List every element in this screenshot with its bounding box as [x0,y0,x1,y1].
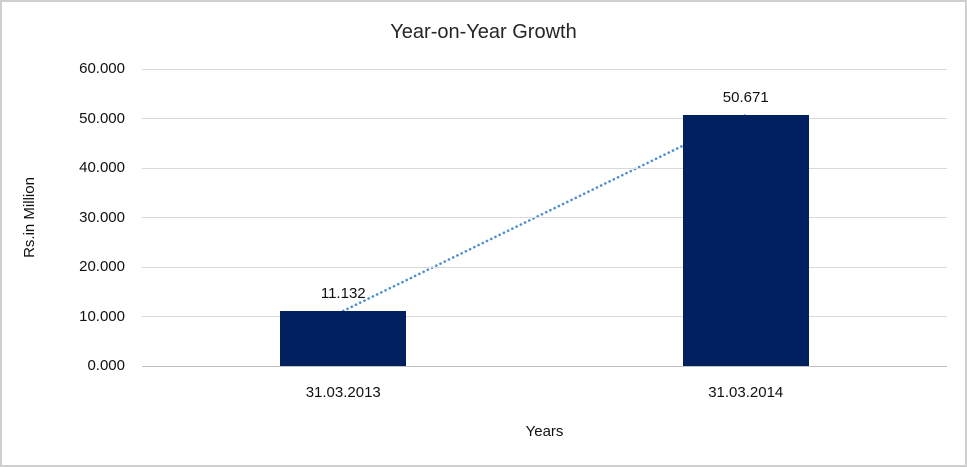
y-tick-label: 0.000 [87,357,125,374]
x-tick-label: 31.03.2013 [305,384,381,401]
gridline [142,316,947,317]
gridline [142,217,947,218]
y-tick-label: 50.000 [79,109,125,127]
bar[interactable] [682,115,809,366]
y-tick-label: 60.000 [79,60,125,77]
y-tick-label: 20.000 [79,258,125,275]
x-axis-line [142,365,947,367]
data-label: 50.671 [722,89,769,107]
plot-area: 11.132 50.671 [142,68,947,367]
x-axis-title: Years [525,423,564,440]
y-tick-label: 10.000 [79,307,125,325]
gridline [142,266,947,268]
gridline [142,68,947,70]
y-tick-label: 30.000 [79,208,125,226]
x-tick-label: 31.03.2014 [708,384,784,401]
chart-title: Year-on-Year Growth [390,21,577,43]
bar[interactable] [280,310,407,366]
y-tick-label: 40.000 [79,159,125,176]
trend-line [341,113,748,313]
data-label: 11.132 [320,284,366,302]
gridline [142,118,947,119]
gridline [142,167,947,169]
